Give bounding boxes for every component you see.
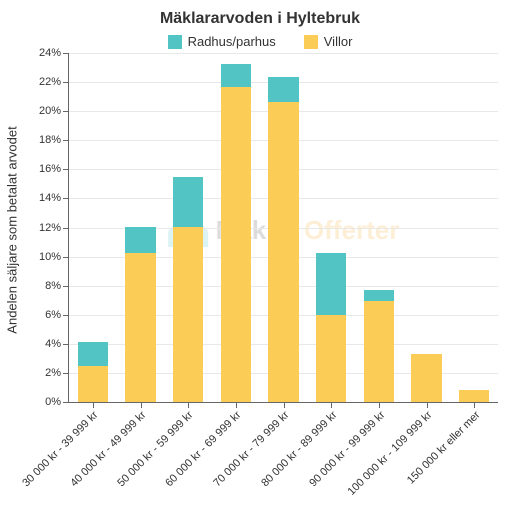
bar-stack	[411, 354, 442, 402]
bar-segment-radhus	[221, 64, 252, 87]
bar-segment-radhus	[364, 290, 395, 302]
legend-swatch-villor	[304, 35, 318, 49]
legend-swatch-radhus	[168, 35, 182, 49]
y-tick-label: 16%	[29, 163, 61, 175]
bar-slot	[450, 390, 498, 402]
y-tick-label: 2%	[29, 367, 61, 379]
y-tick-label: 4%	[29, 338, 61, 350]
y-tick-label: 18%	[29, 134, 61, 146]
bar-stack	[221, 64, 252, 402]
bar-segment-villor	[173, 227, 204, 402]
bar-segment-villor	[364, 301, 395, 402]
bar-slot	[260, 77, 308, 402]
bar-slot	[212, 64, 260, 402]
bar-segment-radhus	[268, 77, 299, 102]
bar-stack	[125, 227, 156, 402]
bar-stack	[316, 253, 347, 402]
plot-area: MäklarOfferter 0%2%4%6%8%10%12%14%16%18%…	[68, 53, 498, 403]
bar-segment-radhus	[78, 342, 109, 365]
bar-slot	[355, 290, 403, 402]
bar-slot	[117, 227, 165, 402]
bar-segment-villor	[221, 87, 252, 402]
y-tick-label: 8%	[29, 280, 61, 292]
bar-stack	[78, 342, 109, 402]
bar-segment-villor	[411, 354, 442, 402]
bar-stack	[364, 290, 395, 402]
y-tick-label: 10%	[29, 251, 61, 263]
bar-stack	[459, 390, 490, 402]
chart-title: Mäklararvoden i Hyltebruk	[12, 10, 508, 28]
bar-segment-radhus	[173, 177, 204, 227]
bar-segment-villor	[459, 390, 490, 402]
y-axis-label: Andelen säljare som betalat arvodet	[5, 126, 20, 333]
bar-segment-villor	[316, 315, 347, 403]
legend-label: Radhus/parhus	[188, 34, 276, 49]
bar-slot	[403, 354, 451, 402]
y-tick-label: 22%	[29, 76, 61, 88]
bar-slot	[164, 177, 212, 402]
bar-slot	[307, 253, 355, 402]
legend-item: Villor	[304, 34, 353, 49]
y-tick-label: 12%	[29, 222, 61, 234]
bar-segment-radhus	[125, 227, 156, 253]
x-label-slot: 150 000 kr eller mer	[450, 403, 498, 499]
bar-segment-villor	[125, 253, 156, 402]
y-tick-label: 6%	[29, 309, 61, 321]
y-tick-label: 20%	[29, 105, 61, 117]
bar-segment-villor	[268, 102, 299, 402]
legend-item: Radhus/parhus	[168, 34, 276, 49]
y-tick-label: 0%	[29, 396, 61, 408]
bar-segment-radhus	[316, 253, 347, 314]
bar-segment-villor	[78, 366, 109, 402]
bar-slot	[69, 342, 117, 402]
bars	[69, 53, 498, 402]
x-axis-labels: 30 000 kr - 39 999 kr40 000 kr - 49 999 …	[68, 403, 498, 499]
legend-label: Villor	[324, 34, 353, 49]
y-tick-label: 24%	[29, 47, 61, 59]
bar-stack	[173, 177, 204, 402]
y-tick-label: 14%	[29, 192, 61, 204]
bar-stack	[268, 77, 299, 402]
legend: Radhus/parhus Villor	[12, 34, 508, 49]
chart-container: Mäklararvoden i Hyltebruk Radhus/parhus …	[0, 0, 520, 520]
